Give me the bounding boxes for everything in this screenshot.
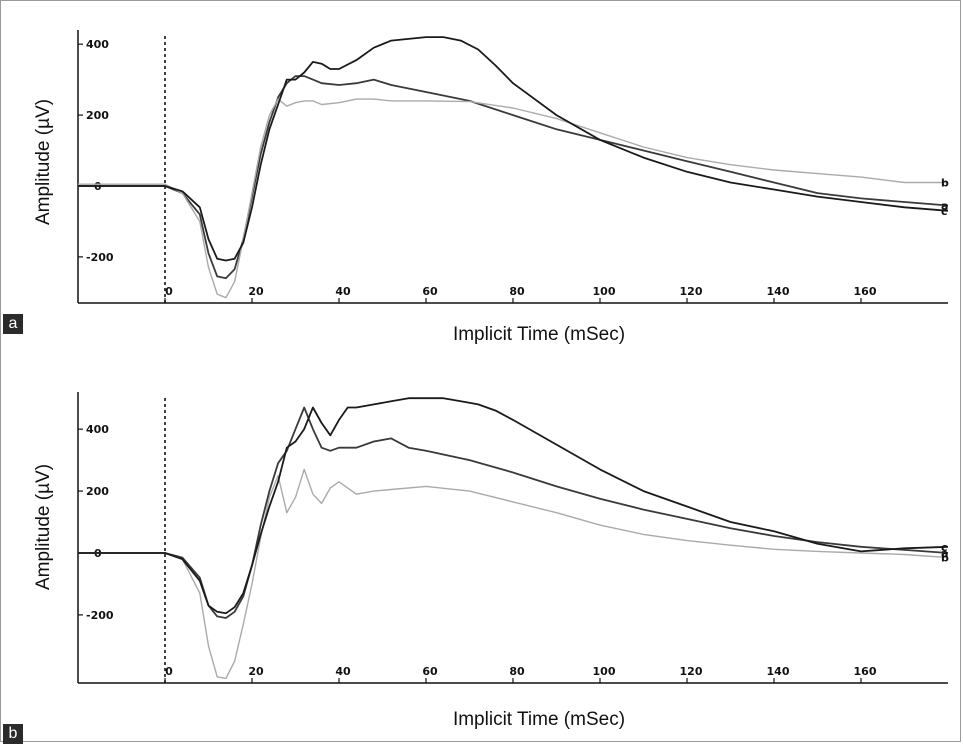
panel-a-x-tick-label: 0 bbox=[165, 285, 173, 298]
panel-a-y-axis-label: Amplitude (µV) bbox=[33, 99, 54, 225]
panel-b-tag: b bbox=[3, 724, 23, 744]
panel-b-y-tick-label: 200 bbox=[86, 485, 109, 498]
panel-a-series-b-label: b bbox=[941, 176, 949, 189]
panel-a-x-tick-label: 60 bbox=[422, 285, 438, 298]
panel-a-series-a-line bbox=[78, 75, 949, 280]
panel-a-x-tick-label: 160 bbox=[854, 285, 877, 298]
panel-a-x-tick-label: 40 bbox=[335, 285, 351, 298]
panel-a-chart: Amplitude (µV) Implicit Time (mSec) 4002… bbox=[33, 30, 949, 345]
panel-b-x-tick-label: 80 bbox=[509, 665, 525, 678]
panel-a-y-tick-label: 200 bbox=[86, 109, 109, 122]
panel-b-x-tick-label: 100 bbox=[593, 665, 616, 678]
panel-b-x-tick-label: 160 bbox=[854, 665, 877, 678]
panel-b-series-b-label: b bbox=[941, 552, 949, 565]
panel-b-x-tick-label: 60 bbox=[422, 665, 438, 678]
panel-a-series-c-line bbox=[78, 36, 949, 262]
panel-a-x-tick-label: 140 bbox=[767, 285, 790, 298]
panel-a-tag: a bbox=[3, 314, 23, 334]
panel-b-x-tick-label: 0 bbox=[165, 665, 173, 678]
panel-b-series-b-line bbox=[78, 468, 949, 680]
panel-b-series-a-label: a bbox=[941, 547, 948, 560]
panel-b-x-tick-label: 140 bbox=[767, 665, 790, 678]
panel-a-series-c-label: c bbox=[941, 205, 948, 218]
panel-a-x-axis-label: Implicit Time (mSec) bbox=[453, 324, 625, 345]
panel-a-series-a-label: a bbox=[941, 200, 948, 213]
panel-a-x-tick-label: 100 bbox=[593, 285, 616, 298]
panel-a-y-tick-label: -200 bbox=[86, 251, 114, 264]
panel-b-x-tick-label: 120 bbox=[680, 665, 703, 678]
panel-a-series-b-line bbox=[78, 98, 948, 299]
panel-b-y-tick-label: -200 bbox=[86, 609, 114, 622]
panel-b-series-c-label: c bbox=[941, 541, 948, 554]
panel-a-y-tick-label: 400 bbox=[86, 38, 109, 51]
panel-b-series-a-line bbox=[78, 406, 949, 619]
panel-a-x-tick-label: 20 bbox=[248, 285, 264, 298]
panel-b-x-tick-label: 20 bbox=[248, 665, 264, 678]
panel-b-series-c-line bbox=[78, 397, 949, 615]
panel-a-x-tick-label: 80 bbox=[509, 285, 525, 298]
panel-b-y-tick-label: 400 bbox=[86, 423, 109, 436]
panel-a-x-tick-label: 120 bbox=[680, 285, 703, 298]
panel-b-x-axis-label: Implicit Time (mSec) bbox=[453, 709, 625, 730]
panel-b-y-axis-label: Amplitude (µV) bbox=[33, 464, 54, 590]
panel-b-x-tick-label: 40 bbox=[335, 665, 351, 678]
panel-b-chart: Amplitude (µV) Implicit Time (mSec) 4002… bbox=[33, 392, 949, 730]
